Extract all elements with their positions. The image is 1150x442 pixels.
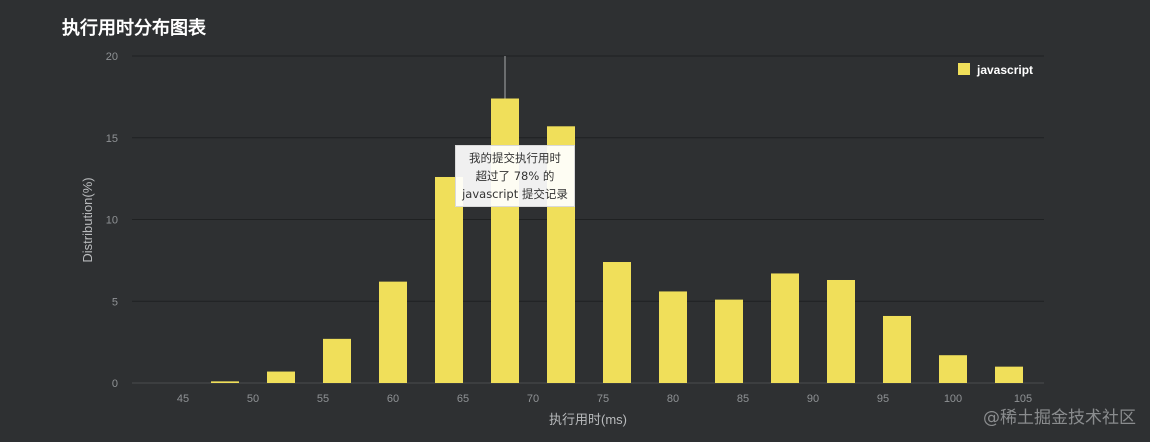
- x-tick-label: 55: [317, 393, 329, 405]
- y-axis-label: Distribution(%): [80, 177, 95, 262]
- x-axis-label: 执行用时(ms): [549, 412, 627, 427]
- legend-label: javascript: [976, 63, 1033, 77]
- x-tick-label: 45: [177, 393, 189, 405]
- bar-4: [435, 176, 463, 383]
- bar-10: [771, 273, 799, 383]
- bar-0: [211, 381, 239, 383]
- submission-tooltip: 我的提交执行用时 超过了 78% 的 javascript 提交记录: [455, 145, 575, 207]
- x-tick-label: 75: [597, 393, 609, 405]
- x-tick-label: 60: [387, 393, 399, 405]
- bar-3: [379, 281, 407, 383]
- x-tick-label: 70: [527, 393, 539, 405]
- y-tick-label: 15: [106, 133, 118, 145]
- x-tick-label: 105: [1014, 393, 1032, 405]
- y-tick-label: 5: [112, 296, 118, 308]
- x-tick-label: 85: [737, 393, 749, 405]
- bar-14: [995, 366, 1023, 383]
- bar-9: [715, 299, 743, 383]
- tooltip-line-2: 超过了 78% 的: [475, 169, 555, 183]
- y-tick-label: 10: [106, 215, 118, 227]
- x-tick-label: 95: [877, 393, 889, 405]
- y-tick-label: 20: [106, 51, 118, 63]
- tooltip-line-3: javascript 提交记录: [462, 187, 568, 201]
- x-tick-label: 80: [667, 393, 679, 405]
- legend-swatch: [958, 63, 970, 75]
- bar-1: [267, 371, 295, 383]
- x-tick-label: 50: [247, 393, 259, 405]
- x-tick-label: 100: [944, 393, 962, 405]
- x-tick-label: 65: [457, 393, 469, 405]
- x-tick-label: 90: [807, 393, 819, 405]
- tooltip-line-1: 我的提交执行用时: [469, 151, 561, 165]
- bar-13: [939, 355, 967, 383]
- bar-12: [883, 315, 911, 383]
- bar-5: [491, 98, 519, 383]
- bar-11: [827, 279, 855, 383]
- bar-2: [323, 338, 351, 383]
- chart-title: 执行用时分布图表: [62, 18, 206, 38]
- y-tick-label: 0: [112, 378, 118, 390]
- bar-7: [603, 262, 631, 383]
- watermark: @稀土掘金技术社区: [983, 408, 1136, 428]
- bar-8: [659, 291, 687, 383]
